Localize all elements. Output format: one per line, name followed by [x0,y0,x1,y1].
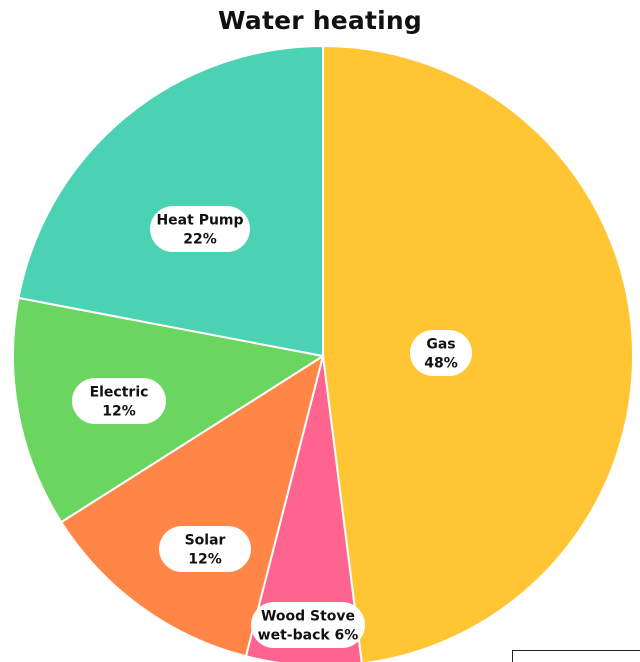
chart-title: Water heating [218,6,422,35]
pie-slice-heat-pump [17,45,324,357]
slice-label-name: Electric [90,385,149,401]
slice-label-gas: Gas 48% [410,330,472,376]
slice-label-value: 22% [183,232,217,248]
slice-label-value: 12% [102,404,136,420]
pie-slices [11,45,634,662]
pie-slice-gas [322,45,634,662]
slice-label-wood-stove-wet-back: Wood Stove wet-back 6% [251,602,365,648]
slice-label-solar: Solar 12% [159,526,251,572]
pie-slice-electric [11,296,324,524]
slice-label-value: wet-back 6% [258,628,359,644]
slice-label-pill [251,602,365,648]
slice-label-electric: Electric 12% [72,378,166,424]
slice-label-value: 48% [424,356,458,372]
slice-label-name: Solar [185,533,226,549]
slice-label-name: Wood Stove [261,609,355,625]
slice-label-pill [72,378,166,424]
slice-label-value: 12% [188,552,222,568]
slice-label-pill [150,206,250,252]
slice-label-name: Gas [426,337,455,353]
slice-label-name: Heat Pump [156,213,243,229]
pie-slice-solar [60,355,324,658]
slice-label-heat-pump: Heat Pump 22% [150,206,250,252]
slice-label-pill [410,330,472,376]
corner-frame [512,650,640,662]
slice-label-pill [159,526,251,572]
